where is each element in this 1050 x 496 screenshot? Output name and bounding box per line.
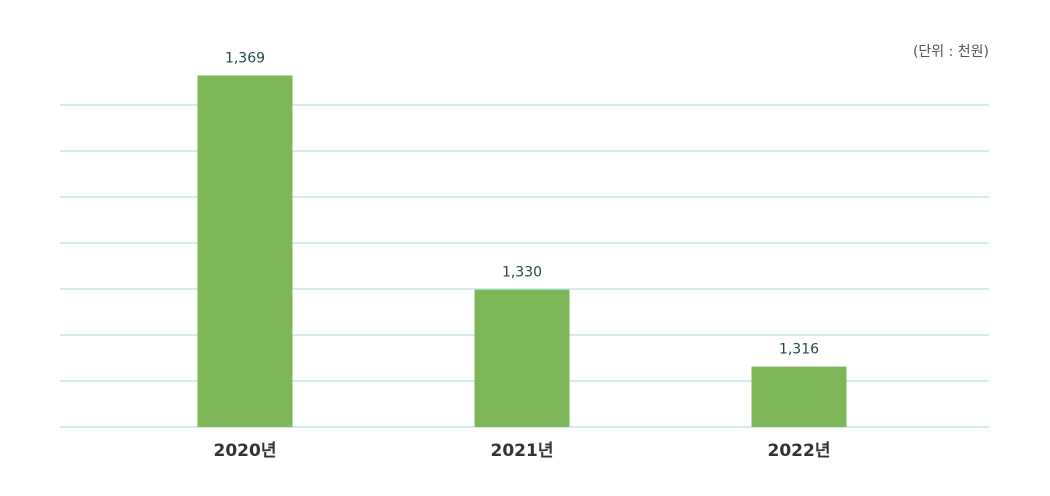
bar — [474, 289, 570, 427]
x-tick-label: 2020년 — [214, 441, 277, 461]
unit-label: (단위 : 천원) — [913, 44, 989, 60]
x-tick-label: 2022년 — [768, 441, 831, 461]
value-label: 1,330 — [502, 265, 542, 281]
value-label: 1,369 — [225, 50, 265, 66]
bar — [197, 75, 293, 428]
value-label: 1,316 — [779, 342, 819, 358]
bar — [751, 366, 847, 427]
x-tick-label: 2021년 — [491, 441, 554, 461]
